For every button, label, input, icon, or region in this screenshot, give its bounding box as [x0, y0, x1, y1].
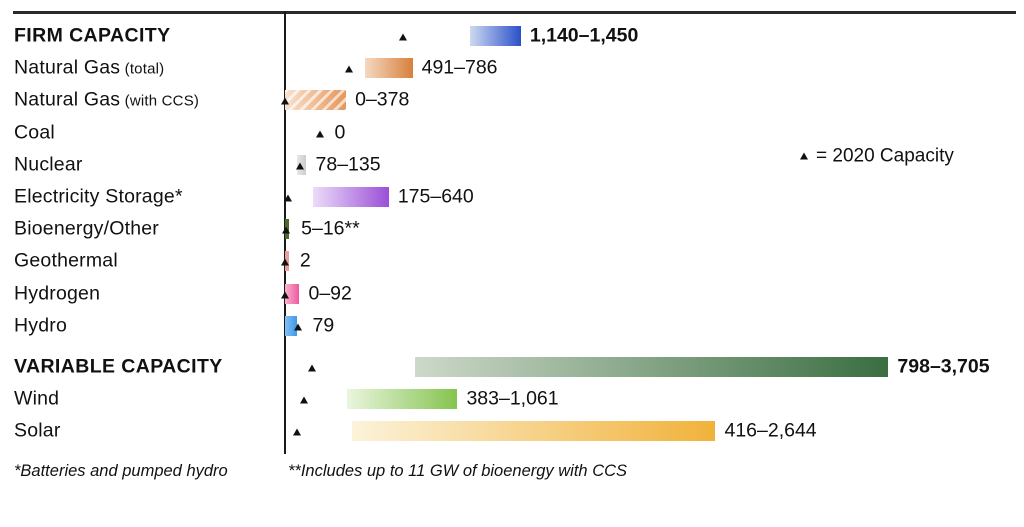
triangle-marker-icon — [800, 152, 808, 160]
range-value-solar: 416–2,644 — [724, 419, 817, 442]
row-label-coal: Coal — [14, 120, 55, 143]
row-label-geothermal: Geothermal — [14, 249, 118, 272]
row-label-firm: FIRM CAPACITY — [14, 24, 171, 47]
range-bar-ng-total — [364, 58, 413, 79]
range-value-variable: 798–3,705 — [897, 355, 990, 378]
range-value-hydro: 79 — [312, 314, 335, 337]
row-label-variable: VARIABLE CAPACITY — [14, 355, 223, 378]
marker-2020-coal — [315, 130, 324, 138]
footnote-bioenergy-ccs: **Includes up to 11 GW of bioenergy with… — [288, 462, 628, 480]
row-label-note-ng-total: (total) — [120, 60, 165, 78]
row-label-storage: Electricity Storage* — [14, 185, 183, 208]
marker-2020-wind — [300, 396, 309, 404]
row-label-ng-total: Natural Gas (total) — [14, 56, 165, 79]
range-value-storage: 175–640 — [397, 185, 474, 208]
row-label-nuclear: Nuclear — [14, 153, 83, 176]
range-bar-wind — [346, 389, 458, 410]
row-label-bioenergy: Bioenergy/Other — [14, 217, 159, 240]
range-value-coal: 0 — [334, 120, 346, 143]
marker-2020-hydrogen — [280, 291, 289, 299]
marker-2020-bioenergy — [282, 226, 291, 234]
range-value-firm: 1,140–1,450 — [529, 24, 639, 47]
marker-2020-nuclear — [295, 162, 304, 170]
marker-2020-storage — [283, 194, 292, 202]
range-value-bioenergy: 5–16** — [301, 217, 360, 240]
row-label-hydrogen: Hydrogen — [14, 281, 101, 304]
range-bar-storage — [313, 187, 389, 207]
range-bar-variable — [414, 357, 889, 377]
range-value-nuclear: 78–135 — [315, 153, 381, 176]
marker-2020-variable — [308, 364, 317, 372]
range-value-geothermal: 2 — [299, 249, 311, 272]
range-bar-hydrogen — [284, 283, 300, 304]
marker-2020-geothermal — [280, 258, 289, 266]
legend-label: = 2020 Capacity — [816, 145, 954, 167]
range-bar-firm — [470, 26, 521, 46]
range-bar-ng-ccs — [284, 90, 347, 111]
range-bar-hydro — [284, 315, 298, 336]
marker-2020-solar — [292, 428, 301, 436]
range-value-hydrogen: 0–92 — [308, 281, 352, 304]
row-label-note-ng-ccs: (with CCS) — [120, 92, 200, 110]
marker-2020-ng-ccs — [280, 97, 289, 105]
marker-2020-ng-total — [344, 65, 353, 73]
range-value-ng-ccs: 0–378 — [355, 88, 410, 111]
range-bar-solar — [352, 421, 716, 442]
chart-top-rule — [13, 11, 1016, 14]
row-label-wind: Wind — [14, 387, 60, 410]
range-value-ng-total: 491–786 — [421, 56, 498, 79]
row-label-ng-ccs: Natural Gas (with CCS) — [14, 88, 200, 111]
marker-2020-firm — [399, 33, 408, 41]
range-value-wind: 383–1,061 — [466, 387, 559, 410]
legend-2020-capacity: = 2020 Capacity — [800, 147, 954, 166]
footnote-batteries: *Batteries and pumped hydro — [14, 462, 228, 480]
row-label-hydro: Hydro — [14, 314, 68, 337]
marker-2020-hydro — [293, 323, 302, 331]
row-label-solar: Solar — [14, 419, 61, 442]
